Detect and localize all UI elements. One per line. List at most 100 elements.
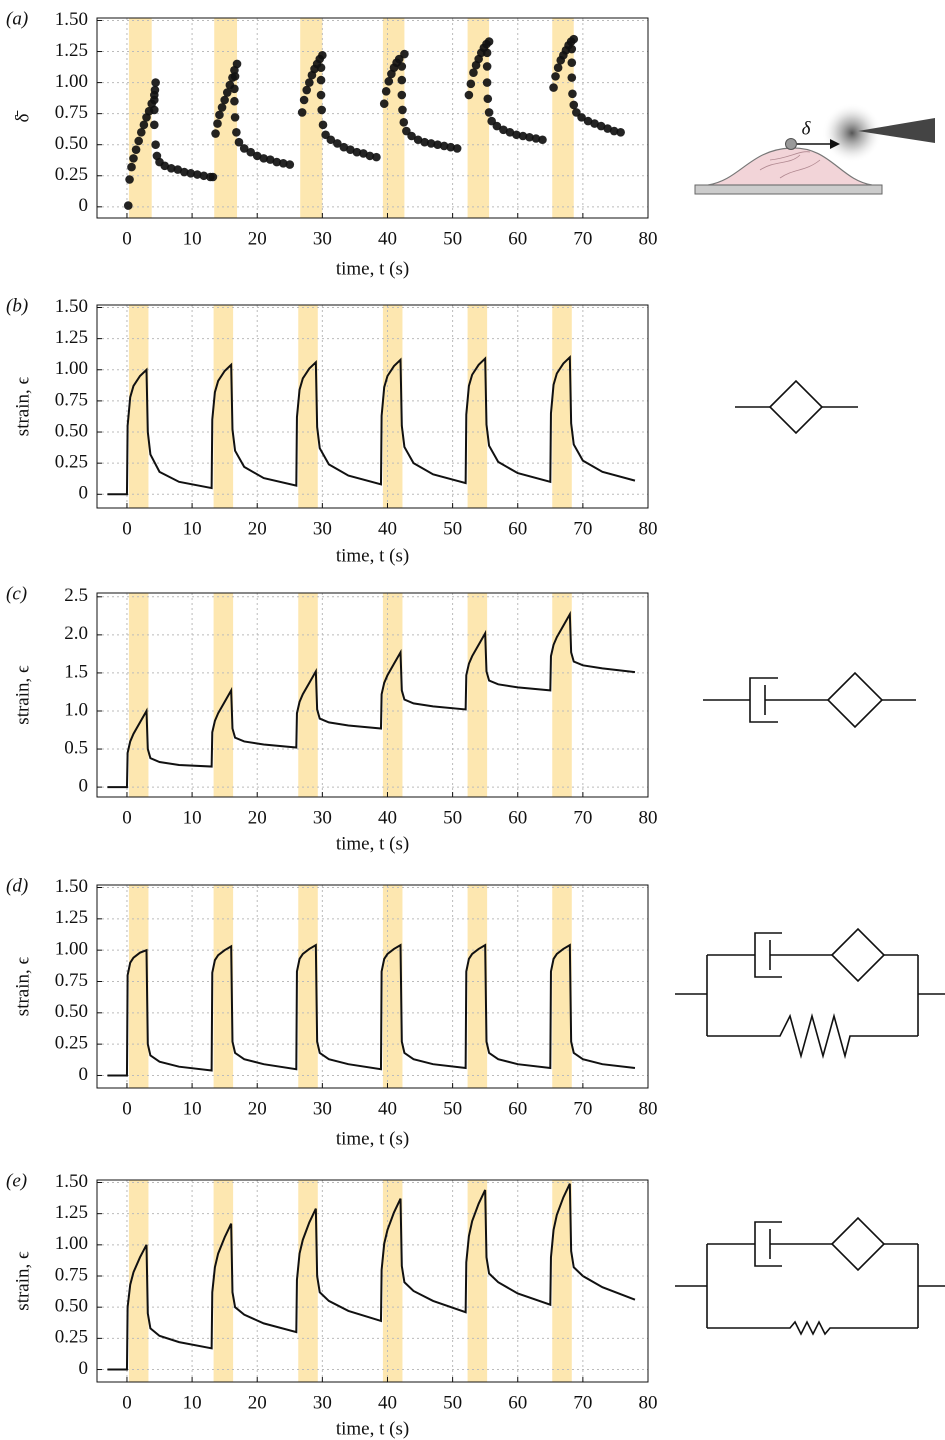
plot-frame bbox=[96, 17, 649, 219]
data-point bbox=[278, 159, 288, 168]
data-point bbox=[234, 137, 244, 147]
highlight-span bbox=[300, 18, 323, 218]
y-tick-label: 0.50 bbox=[55, 133, 88, 154]
y-tick-label: 1.50 bbox=[55, 296, 88, 317]
panel: 0 10 20 30 40 50 60 70 80 0 0.5 1.0 1.5 2.0 2.5 time, t… bbox=[6, 583, 658, 854]
highlight-span bbox=[467, 593, 488, 797]
highlight-span bbox=[213, 1180, 234, 1382]
data-point bbox=[569, 34, 579, 44]
y-tick-label: 1.00 bbox=[55, 71, 88, 92]
x-tick-label: 70 bbox=[573, 1392, 592, 1413]
data-point bbox=[551, 72, 560, 81]
highlight-span bbox=[298, 1180, 318, 1382]
x-tick-label: 50 bbox=[443, 1392, 462, 1413]
data-point bbox=[446, 142, 455, 152]
data-point bbox=[285, 160, 295, 169]
y-tick-label: 1.50 bbox=[55, 9, 88, 30]
x-tick-label: 10 bbox=[183, 1098, 202, 1119]
data-point bbox=[213, 119, 222, 128]
data-point bbox=[482, 78, 492, 87]
highlight-span bbox=[298, 885, 318, 1088]
panel: 0 10 20 30 40 50 60 70 80 0 0.25 0.50 0.75 1.00 1.25 1.… bbox=[6, 295, 658, 566]
data-point bbox=[538, 135, 547, 145]
y-axis-label: strain, ϵ bbox=[12, 376, 33, 436]
y-tick-label: 1.25 bbox=[55, 907, 88, 928]
y-tick-label: 0.75 bbox=[55, 1264, 88, 1285]
y-tick-label: 1.50 bbox=[55, 1171, 88, 1192]
data-point bbox=[484, 37, 494, 46]
data-line bbox=[107, 610, 636, 789]
data-point bbox=[407, 131, 416, 141]
panel-label: (a) bbox=[6, 8, 28, 29]
data-point bbox=[333, 139, 342, 148]
highlight-span bbox=[382, 885, 403, 1088]
data-point bbox=[134, 136, 143, 146]
data-point bbox=[359, 149, 368, 158]
x-axis-label: time, t (s) bbox=[336, 1418, 409, 1439]
highlight-span bbox=[128, 885, 149, 1088]
x-tick-label: 20 bbox=[248, 1392, 267, 1413]
data-point bbox=[400, 49, 409, 59]
data-point bbox=[492, 121, 502, 131]
highlight-span bbox=[128, 593, 149, 797]
data-point bbox=[193, 170, 202, 179]
data-point bbox=[239, 144, 249, 153]
panel-label: (d) bbox=[6, 875, 28, 896]
y-tick-label: 0.5 bbox=[64, 737, 88, 758]
data-point bbox=[397, 90, 407, 100]
x-tick-label: 10 bbox=[183, 228, 202, 249]
highlight-span bbox=[128, 1180, 149, 1382]
x-tick-label: 40 bbox=[378, 807, 397, 828]
y-tick-label: 0.50 bbox=[55, 420, 88, 441]
x-axis-label: time, t (s) bbox=[336, 545, 409, 566]
data-point bbox=[318, 120, 328, 130]
data-point bbox=[222, 88, 232, 97]
data-line bbox=[107, 943, 636, 1077]
highlight-span bbox=[128, 305, 149, 508]
panel: 0 10 20 30 40 50 60 70 80 0 0.25 0.50 0.75 1.00 1.25 1.… bbox=[6, 1170, 658, 1439]
x-axis-label: time, t (s) bbox=[336, 833, 409, 854]
y-tick-label: 0.75 bbox=[55, 970, 88, 991]
data-point bbox=[186, 168, 196, 178]
data-point bbox=[173, 165, 183, 174]
y-tick-label: 0.50 bbox=[55, 1296, 88, 1317]
panel: 0 10 20 30 40 50 60 70 80 0 0.25 0.50 0.75 1.00 1.25 1.… bbox=[6, 875, 658, 1149]
x-tick-label: 20 bbox=[248, 228, 267, 249]
data-point bbox=[603, 124, 612, 133]
x-tick-label: 50 bbox=[443, 518, 462, 539]
plot-frame bbox=[96, 592, 649, 798]
data-point bbox=[397, 62, 407, 71]
data-point bbox=[352, 147, 362, 157]
data-line bbox=[107, 1183, 636, 1371]
y-axis-label: strain, ϵ bbox=[12, 1251, 33, 1311]
data-point bbox=[384, 77, 394, 86]
highlight-span bbox=[213, 885, 234, 1088]
data-point bbox=[265, 155, 275, 164]
data-line bbox=[107, 355, 636, 496]
annotation: δ bbox=[802, 118, 812, 139]
data-point bbox=[482, 62, 492, 71]
y-tick-label: 1.25 bbox=[55, 327, 88, 348]
data-point bbox=[317, 105, 326, 115]
data-point bbox=[150, 85, 160, 95]
x-tick-label: 0 bbox=[122, 807, 132, 828]
y-axis-label: δ̄ bbox=[12, 111, 33, 123]
data-point bbox=[150, 95, 159, 105]
x-tick-label: 70 bbox=[573, 228, 592, 249]
data-point bbox=[469, 68, 478, 77]
y-tick-label: 0.25 bbox=[55, 1327, 88, 1348]
data-point bbox=[346, 145, 355, 154]
x-tick-label: 0 bbox=[122, 228, 132, 249]
highlight-span bbox=[382, 18, 405, 218]
data-point bbox=[549, 83, 558, 92]
data-point bbox=[483, 94, 493, 104]
data-point bbox=[151, 78, 160, 87]
highlight-span bbox=[382, 1180, 403, 1382]
data-point bbox=[232, 59, 242, 69]
plot-frame bbox=[96, 304, 649, 509]
data-point bbox=[316, 63, 326, 72]
model-c bbox=[703, 671, 916, 729]
data-point bbox=[230, 72, 240, 81]
data-point bbox=[420, 137, 429, 147]
